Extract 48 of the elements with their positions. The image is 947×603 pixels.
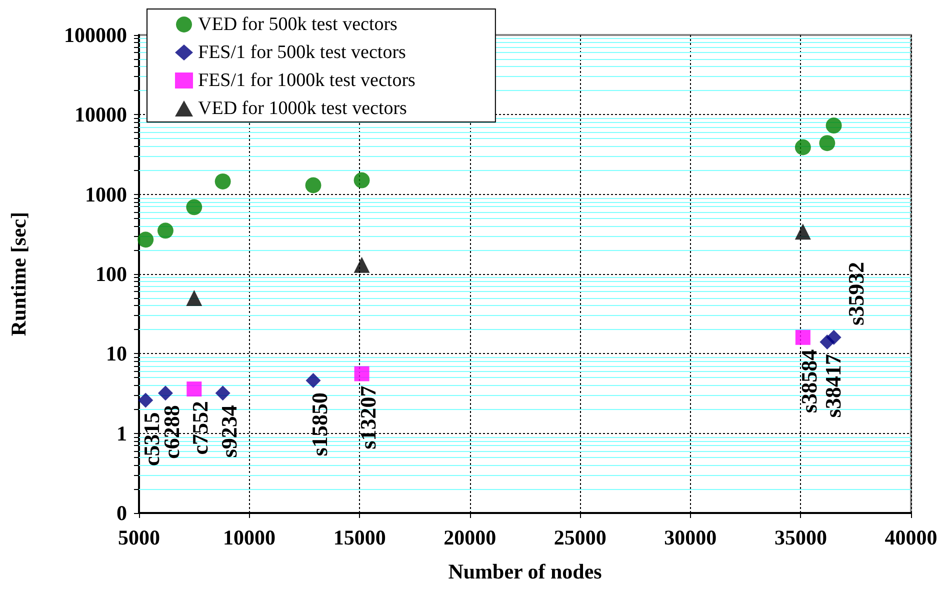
legend-label: FES/1 for 500k test vectors — [198, 42, 406, 63]
annotation: s9234 — [216, 405, 242, 458]
point — [186, 382, 202, 397]
point — [795, 330, 810, 345]
annotation: s15850 — [306, 392, 332, 456]
x-tick-label: 25000 — [554, 526, 606, 550]
point — [158, 386, 173, 401]
point — [186, 199, 202, 216]
y-tick-label: 1 — [116, 421, 127, 446]
x-tick-label: 40000 — [884, 526, 938, 550]
y-tick-label: 1000 — [85, 182, 127, 206]
point — [819, 135, 836, 152]
point — [305, 177, 322, 194]
annotation: s38584 — [796, 349, 822, 413]
y-tick-label: 10000 — [74, 102, 127, 127]
point — [794, 224, 811, 240]
x-tick-label: 5000 — [118, 526, 160, 550]
x-tick-label: 35000 — [774, 526, 827, 550]
y-axis-title: Runtime [sec] — [6, 212, 30, 336]
legend-label: VED for 1000k test vectors — [198, 98, 407, 119]
legend-label: FES/1 for 1000k test vectors — [198, 70, 416, 91]
y-tick-label: 100 — [96, 262, 127, 286]
y-tick-label: 0 — [116, 501, 127, 525]
point — [186, 290, 202, 306]
annotation: s35932 — [843, 262, 868, 326]
annotation: s38417 — [820, 354, 846, 418]
point — [354, 172, 370, 188]
point — [826, 118, 842, 134]
point — [214, 173, 231, 190]
legend-label: VED for 500k test vectors — [198, 14, 398, 35]
y-tick-label: 100000 — [64, 23, 127, 47]
point — [215, 386, 230, 401]
x-tick-label: 30000 — [664, 526, 717, 550]
point — [138, 392, 154, 408]
point — [826, 330, 842, 345]
annotation: s13207 — [355, 386, 380, 450]
point — [354, 366, 370, 382]
x-tick-label: 10000 — [223, 526, 276, 550]
y-tick-label: 10 — [106, 342, 127, 366]
annotation: c7552 — [188, 401, 213, 455]
point — [138, 232, 154, 248]
x-tick-label: 20000 — [444, 526, 496, 550]
point — [794, 139, 811, 156]
point — [354, 256, 370, 273]
x-tick-label: 15000 — [333, 526, 386, 550]
point — [306, 373, 321, 388]
point — [157, 222, 174, 239]
x-axis-title: Number of nodes — [448, 560, 602, 584]
